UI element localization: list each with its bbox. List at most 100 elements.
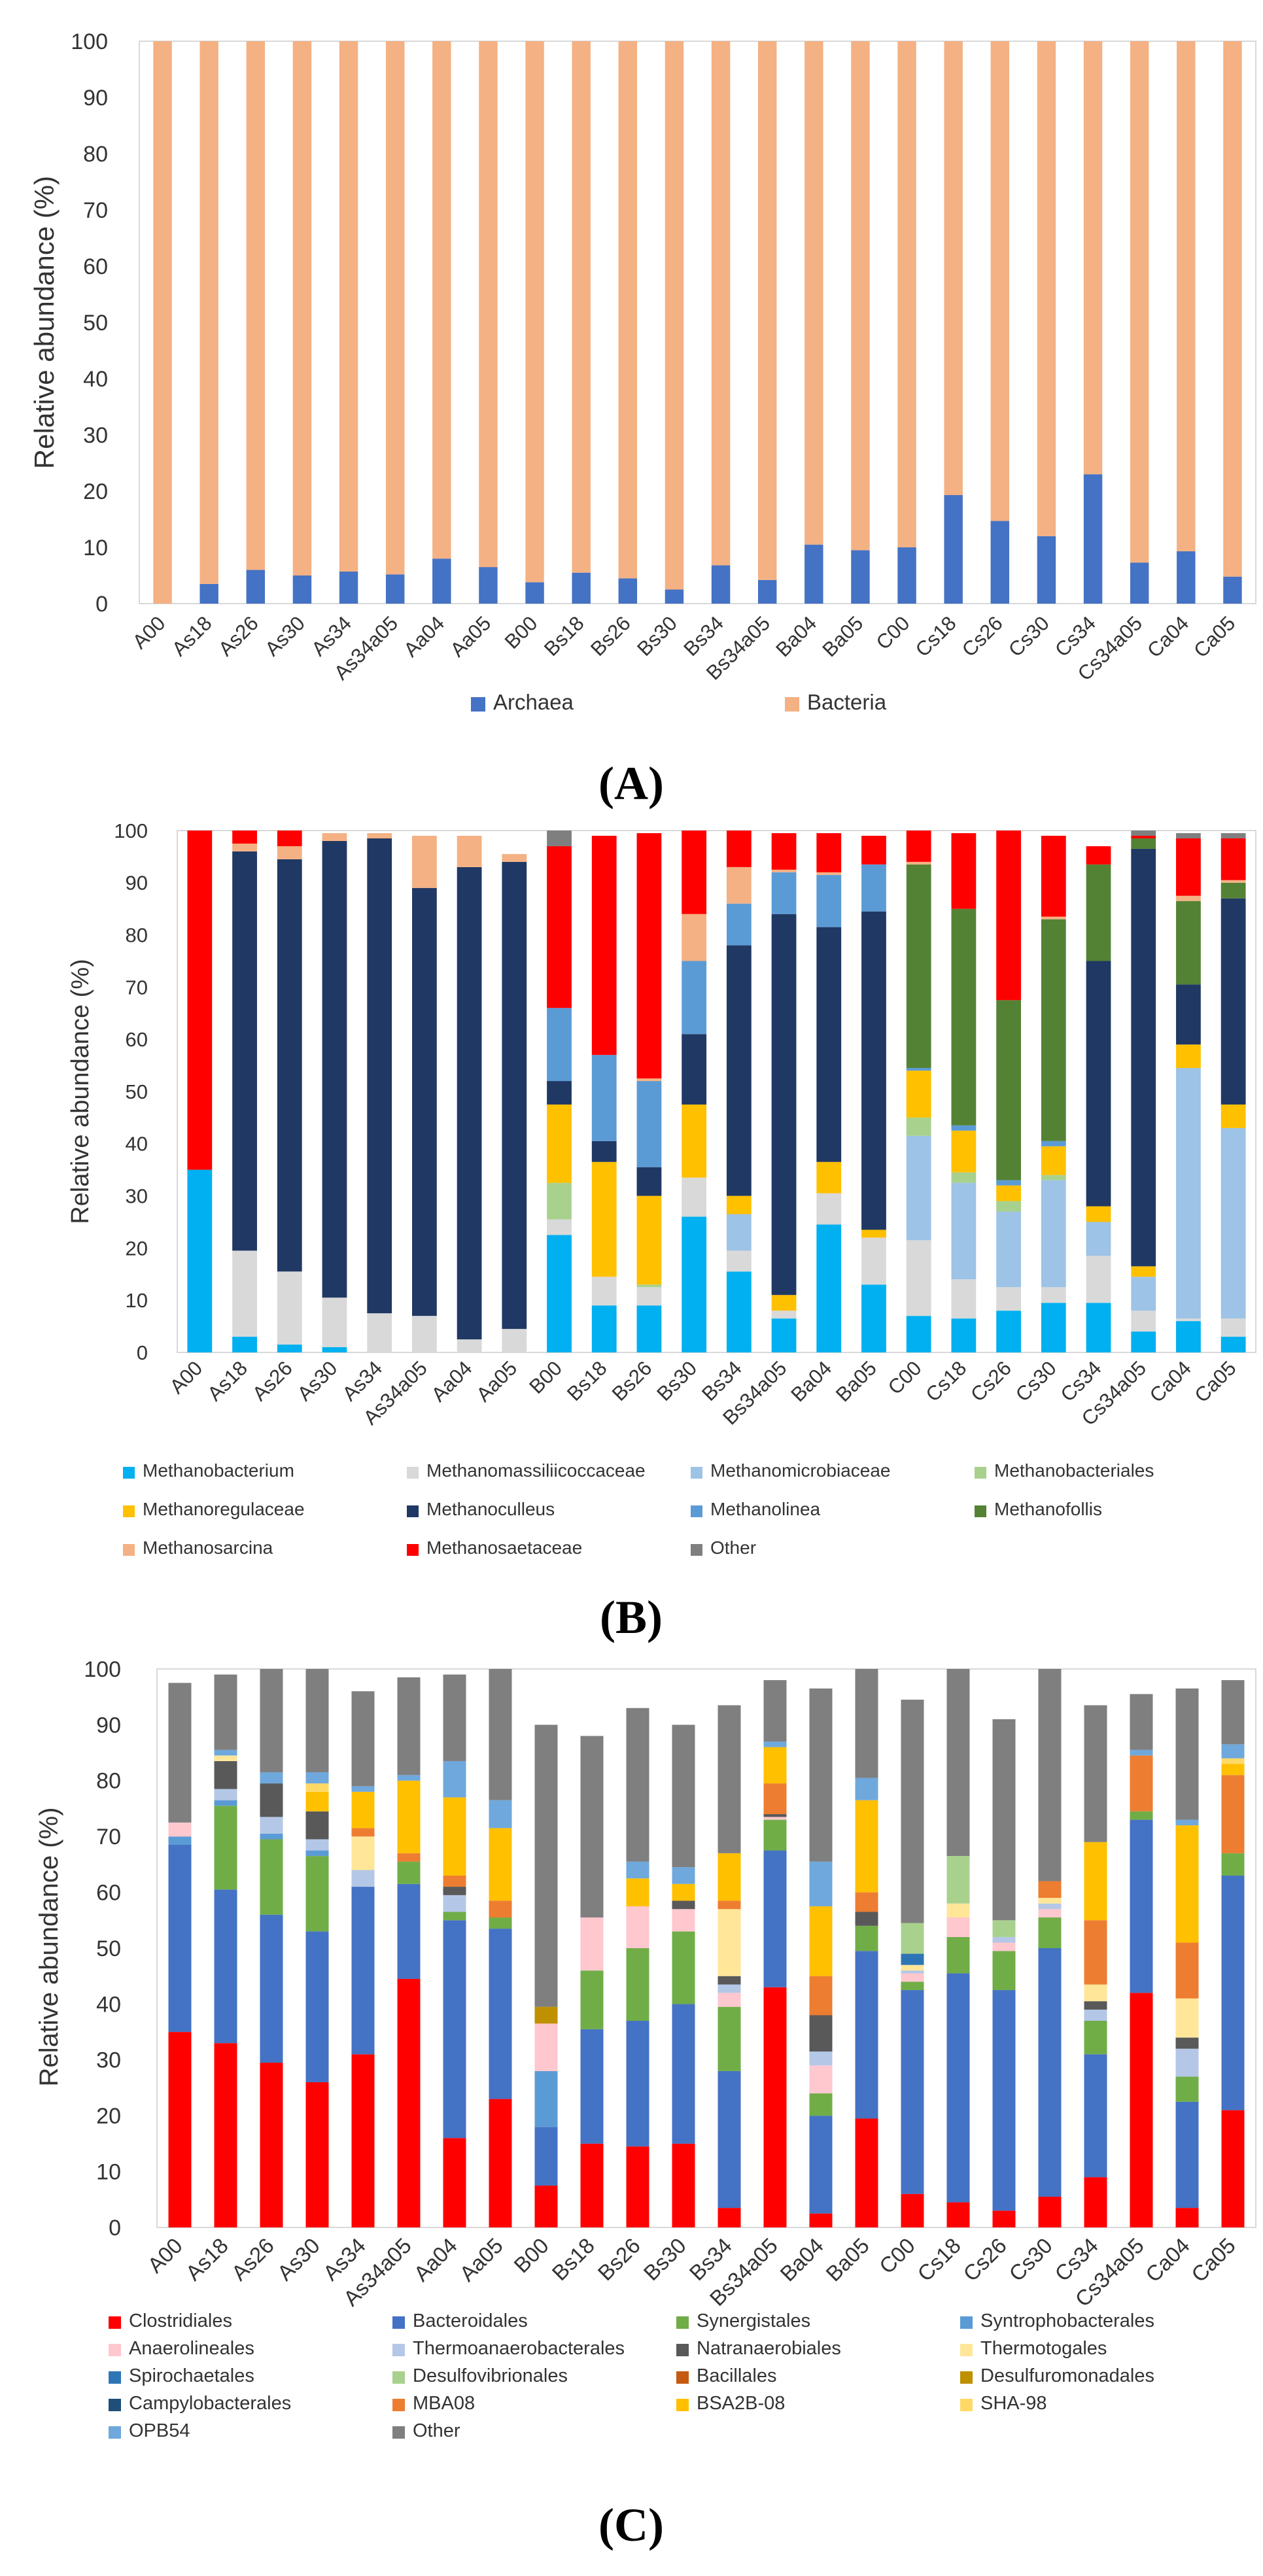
panel-c-bar-segment-clostridiales <box>168 2032 192 2227</box>
panel-a-bar-segment-bacteria <box>805 41 823 545</box>
panel-b-bar-segment-methanomassiliicoccaceae <box>547 1219 572 1235</box>
panel-c-bar-segment-mba08 <box>351 1828 375 1837</box>
panel-c-bar-segment-clostridiales <box>1130 1993 1153 2227</box>
panel-b-bar-segment-methanoculleus <box>1220 898 1246 1105</box>
panel-a-x-tick-label: Ca04 <box>1143 611 1193 662</box>
panel-c-label: (C) <box>598 2499 664 2551</box>
panel-b-bar-segment-methanolinea <box>861 864 886 912</box>
panel-b-bar-segment-methanoregulaceae <box>591 1161 617 1277</box>
panel-b-bar-segment-methanomassiliicoccaceae <box>232 1250 257 1337</box>
panel-c-bar-segment-synergistales <box>1175 2076 1199 2102</box>
panel-b-bar-segment-methanoculleus <box>277 859 302 1272</box>
panel-b-bar-segment-methanoregulaceae <box>1131 1266 1156 1277</box>
panel-c-legend-label-thermoanaerobacterales: Thermoanaerobacterales <box>413 2338 625 2359</box>
panel-b-legend-swatch-methanolinea <box>691 1505 702 1517</box>
panel-a-bar-segment-bacteria <box>944 41 963 496</box>
panel-c-bar-segment-clostridiales <box>809 2213 833 2227</box>
panel-c-bar-segment-other <box>260 1669 283 1772</box>
panel-b-x-tick-label: C00 <box>884 1356 926 1399</box>
panel-c-legend-swatch-clostridiales <box>109 2316 121 2329</box>
panel-c-bar-segment-thermotogales <box>1038 1898 1062 1904</box>
panel-a-bar-segment-bacteria <box>1083 41 1103 475</box>
panel-a-bar-segment-archaea <box>1223 576 1242 604</box>
panel-b-bar-segment-methanolinea <box>996 1180 1021 1186</box>
panel-c-legend-swatch-other <box>392 2426 405 2439</box>
panel-c-bar-segment-clostridiales <box>1175 2208 1199 2227</box>
panel-c-bar-segment-bacteroidales <box>168 1845 192 2033</box>
panel-a-bar-segment-archaea <box>339 571 358 604</box>
panel-b-legend-label-methanoculleus: Methanoculleus <box>426 1499 555 1519</box>
panel-c-y-tick-label: 0 <box>109 2216 121 2241</box>
panel-c-x-tick-label: Ca05 <box>1186 2233 1240 2287</box>
panel-c-bar-segment-natranaerobiales <box>1084 2001 1107 2010</box>
panel-c-bar-segment-bacteroidales <box>672 2004 695 2144</box>
panel-b-bar-segment-methanosaetaceae <box>1086 846 1111 865</box>
panel-c-bar-segment-bsa2b-08 <box>718 1853 741 1901</box>
panel-a-legend-label-bacteria: Bacteria <box>807 690 887 714</box>
panel-b-bar-segment-methanosaetaceae <box>591 835 617 1056</box>
panel-b-y-tick-label: 20 <box>126 1237 148 1260</box>
panel-c-bar-segment-opb54 <box>260 1772 283 1784</box>
panel-a-bar-segment-bacteria <box>479 41 498 568</box>
panel-c-bar-segment-mba08 <box>1084 1920 1107 1985</box>
panel-b-bar-segment-methanoculleus <box>547 1081 572 1105</box>
panel-c-legend-label-campylobacterales: Campylobacterales <box>129 2393 291 2414</box>
panel-c-bar-segment-bacteroidales <box>305 1931 329 2082</box>
panel-c-bar-segment-thermoanaerobacterales <box>443 1895 466 1912</box>
panel-a-bar-segment-bacteria <box>292 41 312 575</box>
panel-c-legend-label-bsa2b-08: BSA2B-08 <box>697 2393 785 2414</box>
panel-c-bar-segment-sha-98 <box>305 1783 329 1792</box>
panel-a-x-tick-label: Cs30 <box>1004 611 1054 661</box>
panel-c-bar-segment-other <box>214 1674 237 1750</box>
panel-c-x-tick-label: Cs18 <box>912 2233 965 2286</box>
panel-b-bar-segment-methanosaetaceae <box>1131 835 1156 838</box>
panel-a-bar-segment-archaea <box>525 582 544 604</box>
panel-c-bar-segment-bacteroidales <box>763 1850 787 1987</box>
panel-b-bar-segment-methanoregulaceae <box>1220 1104 1246 1128</box>
panel-a-bar-segment-bacteria <box>153 41 172 604</box>
panel-a-bar-segment-bacteria <box>572 41 591 573</box>
panel-b-bar-segment-methanosarcina <box>906 861 931 865</box>
panel-c-bar-segment-thermoanaerobacterales <box>809 2051 833 2066</box>
panel-a-bar-segment-archaea <box>1130 562 1149 604</box>
panel-b-bar-segment-methanosarcina <box>412 835 437 888</box>
panel-c-bar-segment-other <box>168 1683 192 1823</box>
panel-b-bar-segment-methanobacterium <box>232 1337 257 1352</box>
panel-c-bar-segment-other <box>1221 1680 1245 1745</box>
panel-b-x-tick-label: Bs26 <box>608 1356 657 1405</box>
panel-c-bar-segment-synergistales <box>718 2006 741 2071</box>
panel-c-bar-segment-synergistales <box>305 1856 329 1932</box>
panel-c-bar-segment-mba08 <box>763 1783 787 1815</box>
panel-a-legend-swatch-archaea <box>471 697 485 712</box>
panel-b-bar-segment-methanoregulaceae <box>1176 1044 1201 1069</box>
panel-c-bar-segment-synergistales <box>260 1839 283 1915</box>
panel-b-bar-segment-methanoculleus <box>367 838 392 1314</box>
panel-c-legend-label-sha-98: SHA-98 <box>980 2393 1047 2414</box>
panel-c-bar-segment-thermoanaerobacterales <box>718 1984 741 1993</box>
panel-c-bar-segment-thermoanaerobacterales <box>305 1839 329 1851</box>
panel-a-bar-segment-bacteria <box>851 41 870 551</box>
panel-a-bar-segment-bacteria <box>990 41 1010 521</box>
panel-c-legend-swatch-syntrophobacterales <box>960 2316 973 2329</box>
panel-c-y-tick-label: 80 <box>96 1769 121 1794</box>
panel-b-bar-segment-methanosarcina <box>277 846 302 859</box>
panel-b-bar-segment-methanobacterium <box>861 1284 886 1352</box>
panel-b-bar-segment-methanomassiliicoccaceae <box>906 1240 931 1316</box>
panel-b-bar-segment-methanosarcina <box>636 1078 662 1082</box>
panel-a-bar-segment-bacteria <box>1177 41 1196 552</box>
panel-b-y-axis-label: Relative abundance (%) <box>67 959 94 1224</box>
panel-c-bar-segment-bacteroidales <box>1175 2101 1199 2208</box>
panel-b-bar-segment-methanoculleus <box>636 1167 662 1196</box>
panel-b-bar-segment-methanomassiliicoccaceae <box>996 1287 1021 1311</box>
panel-c-bar-segment-natranaerobiales <box>809 2015 833 2052</box>
panel-b-bar-segment-methanomassiliicoccaceae <box>367 1313 392 1352</box>
panel-a-bar-segment-archaea <box>851 550 870 604</box>
panel-b-bar-segment-methanoculleus <box>861 911 886 1230</box>
panel-c-bar-segment-thermotogales <box>214 1755 237 1761</box>
panel-c-y-tick-label: 20 <box>96 2104 121 2129</box>
panel-c-bar-segment-other <box>855 1669 878 1778</box>
panel-c-x-tick-label: Bs26 <box>593 2233 645 2285</box>
panel-b-bar-segment-methanoregulaceae <box>771 1295 797 1311</box>
panel-b-bar-segment-methanobacterium <box>996 1311 1021 1352</box>
